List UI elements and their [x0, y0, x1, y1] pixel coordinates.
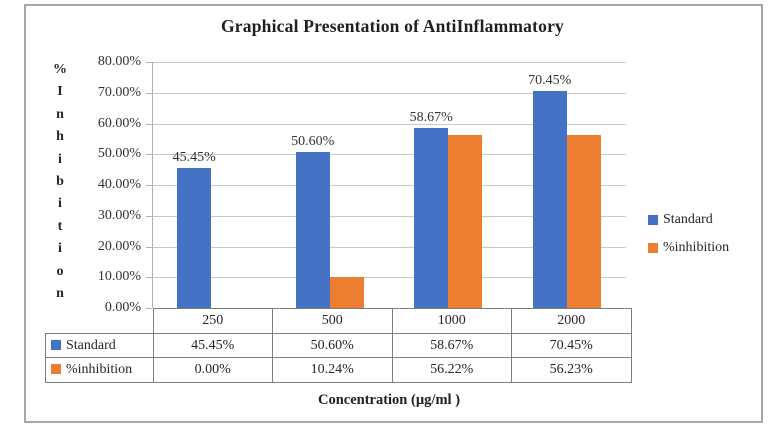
y-axis-tick-label: 60.00% [97, 115, 141, 131]
gridline [152, 185, 626, 186]
y-axis-tick-label: 70.00% [97, 84, 141, 100]
y-axis-tick [146, 92, 152, 94]
table-category-cell: 250 [152, 308, 273, 334]
y-axis-title-char: % [53, 62, 67, 77]
table-category-cell: 500 [272, 308, 393, 334]
bar-standard-500 [295, 152, 330, 308]
table-category-cell: 1000 [391, 308, 512, 334]
y-axis-tick-label: 40.00% [97, 177, 141, 192]
y-axis-tick-label: 10.00% [97, 269, 141, 285]
y-axis-tick-label: 20.00% [97, 238, 141, 254]
table-value-cell: 56.22% [391, 357, 512, 383]
table-series-label-cell: Standard [45, 333, 154, 358]
gridline [152, 123, 626, 125]
table-value-cell: 0.00% [152, 357, 273, 383]
y-axis-title-char: t [57, 218, 63, 234]
table-corner-cell [46, 309, 154, 334]
y-axis-tick [146, 215, 152, 217]
legend-item-standard: Standard [648, 206, 729, 234]
legend-label: %inhibition [663, 240, 730, 255]
table-series-label-cell: %inhibition [45, 357, 154, 383]
bar-value-label: 50.60% [291, 134, 335, 150]
bar-inhibition-2000 [566, 135, 601, 308]
x-axis-title: Concentration (µg/ml ) [317, 392, 461, 408]
y-axis-tick [146, 154, 152, 156]
y-axis-tick [146, 246, 152, 248]
y-axis-title-char: I [57, 84, 63, 100]
table-value-cell: 45.45% [152, 333, 273, 358]
legend-swatch-icon [648, 215, 658, 225]
series-color-swatch-icon [51, 339, 61, 350]
y-axis-tick-label: 0.00% [104, 300, 141, 315]
bar-standard-250 [177, 168, 212, 308]
y-axis-tick-label: 50.00% [97, 146, 141, 162]
y-axis-tick [146, 62, 152, 63]
y-axis-title-char: i [58, 151, 62, 167]
y-axis-tick-label: 80.00% [97, 54, 141, 69]
gridline [152, 246, 626, 248]
table-value-cell: 50.60% [272, 333, 393, 358]
y-axis-line [152, 62, 153, 308]
y-axis-title-char: i [58, 196, 62, 212]
legend-item-inhibition: %inhibition [648, 234, 729, 262]
table-series-name: Standard [66, 337, 116, 353]
y-axis-tick [146, 185, 152, 186]
y-axis-title-char: o [56, 263, 64, 279]
bar-value-label: 70.45% [528, 73, 572, 89]
table-series-name: %inhibition [66, 362, 133, 377]
data-table: 250 500 1000 2000 Standard 45.45% 50.60% 58.67%… [45, 308, 632, 383]
table-value-cell: 56.23% [511, 357, 632, 383]
bar-inhibition-1000 [448, 135, 483, 308]
legend-label: Standard [663, 212, 713, 227]
y-axis-title-char: h [56, 129, 64, 145]
gridline [152, 277, 626, 279]
legend: Standard %inhibition [648, 206, 729, 262]
chart-title: Graphical Presentation of AntiInflammato… [221, 16, 564, 36]
y-axis-title-char: n [56, 285, 64, 301]
y-axis-title-char: i [58, 241, 62, 257]
bar-standard-2000 [532, 91, 567, 308]
legend-swatch-icon [648, 243, 658, 253]
y-axis-tick [146, 277, 152, 279]
table-category-cell: 2000 [511, 308, 632, 334]
gridline [152, 62, 626, 63]
table-value-cell: 70.45% [511, 333, 632, 358]
gridline [152, 92, 626, 94]
y-axis-tick-label: 30.00% [97, 207, 141, 223]
bar-standard-1000 [414, 127, 449, 308]
table-value-cell: 58.67% [391, 333, 512, 358]
series-color-swatch-icon [51, 364, 61, 374]
bar-inhibition-500 [329, 276, 364, 308]
y-axis-tick [146, 123, 152, 125]
y-axis-title-char: b [56, 173, 64, 189]
y-axis-title-char: n [56, 106, 64, 122]
y-axis-tick [146, 308, 152, 309]
bar-value-label: 58.67% [409, 109, 453, 125]
gridline [152, 154, 626, 156]
table-value-cell: 10.24% [272, 357, 393, 383]
gridline [152, 215, 626, 217]
bar-value-label: 45.45% [172, 150, 216, 166]
